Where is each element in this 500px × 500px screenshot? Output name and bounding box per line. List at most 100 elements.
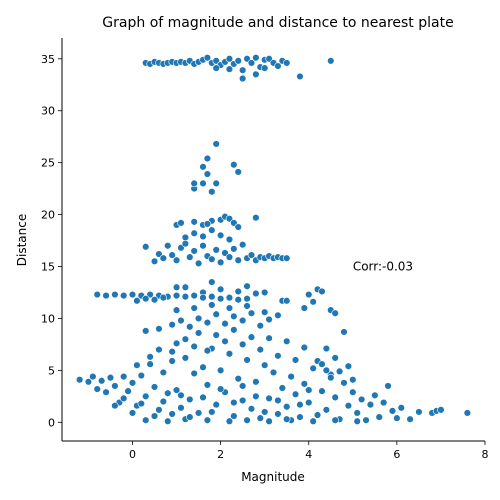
data-point [291, 356, 300, 364]
data-point [234, 287, 242, 296]
y-tick-label: 25 [41, 157, 55, 170]
data-point [375, 413, 383, 421]
data-point [199, 179, 207, 188]
data-point [186, 395, 194, 404]
data-point [159, 368, 168, 377]
data-point [216, 258, 225, 267]
data-point [137, 399, 146, 408]
data-point [142, 392, 150, 401]
data-point [269, 368, 278, 377]
data-point [168, 347, 176, 356]
data-point [102, 291, 110, 300]
data-point [155, 406, 163, 414]
correlation-annotation: Corr:-0.03 [353, 260, 413, 274]
data-point [111, 382, 119, 390]
data-point [203, 416, 212, 424]
data-point [353, 409, 361, 417]
data-point [194, 329, 203, 337]
data-point [252, 54, 260, 62]
data-point [291, 390, 300, 398]
data-point [238, 74, 247, 83]
data-point [265, 394, 273, 403]
data-point [212, 246, 220, 254]
data-point [150, 383, 159, 391]
data-point [190, 291, 198, 300]
data-point [181, 233, 190, 242]
data-point [142, 295, 150, 303]
data-point [119, 291, 128, 300]
data-point [349, 388, 357, 396]
data-point [128, 409, 137, 417]
data-point [208, 301, 216, 309]
data-point [212, 400, 220, 409]
data-point [172, 283, 181, 291]
data-point [340, 379, 348, 387]
data-point [106, 373, 115, 382]
data-point [172, 386, 181, 394]
data-point [181, 292, 190, 301]
data-point [230, 245, 238, 253]
data-point [212, 310, 220, 318]
data-point [256, 345, 264, 354]
data-point [142, 327, 150, 335]
data-point [142, 416, 150, 424]
data-point [260, 361, 269, 369]
x-axis-ticks: 0 2 4 6 8 [129, 441, 489, 461]
data-point [212, 179, 220, 188]
data-point [287, 372, 295, 381]
data-point [225, 235, 234, 244]
data-points [75, 54, 472, 425]
data-point [194, 259, 203, 268]
data-point [230, 412, 238, 420]
data-point [274, 352, 282, 360]
data-point [199, 393, 207, 402]
data-point [225, 55, 234, 63]
data-point [322, 406, 331, 414]
data-point [252, 70, 260, 79]
data-point [190, 304, 198, 312]
data-point [203, 54, 212, 62]
data-point [247, 59, 256, 67]
data-point [119, 394, 128, 403]
data-point [190, 179, 198, 188]
data-point [283, 403, 291, 411]
data-point [199, 242, 207, 250]
y-axis-label: Distance [15, 214, 29, 266]
data-point [234, 296, 242, 304]
data-point [260, 408, 269, 416]
data-point [335, 367, 344, 376]
data-point [186, 253, 194, 261]
data-point [327, 373, 335, 382]
data-point [384, 382, 392, 390]
data-point [181, 335, 190, 343]
data-point [208, 188, 216, 196]
data-point [155, 325, 163, 333]
data-point [225, 253, 234, 261]
data-point [216, 385, 225, 393]
data-point [168, 410, 176, 418]
data-point [203, 318, 212, 327]
data-point [252, 289, 260, 298]
data-point [260, 288, 269, 297]
y-tick-label: 0 [48, 416, 55, 429]
data-point [203, 381, 212, 389]
data-point [274, 410, 282, 418]
data-point [102, 388, 110, 396]
data-point [256, 414, 264, 422]
data-point [177, 316, 185, 325]
data-point [353, 417, 361, 425]
data-point [274, 311, 282, 320]
data-point [208, 292, 216, 301]
data-point [318, 360, 326, 368]
data-point [247, 405, 256, 413]
data-point [212, 331, 220, 339]
data-point [252, 392, 260, 401]
data-point [84, 378, 93, 386]
data-point [164, 242, 172, 250]
data-point [216, 295, 225, 303]
data-point [164, 389, 172, 397]
data-point [296, 413, 304, 421]
data-point [327, 57, 335, 65]
data-point [168, 251, 176, 259]
data-point [190, 247, 198, 255]
